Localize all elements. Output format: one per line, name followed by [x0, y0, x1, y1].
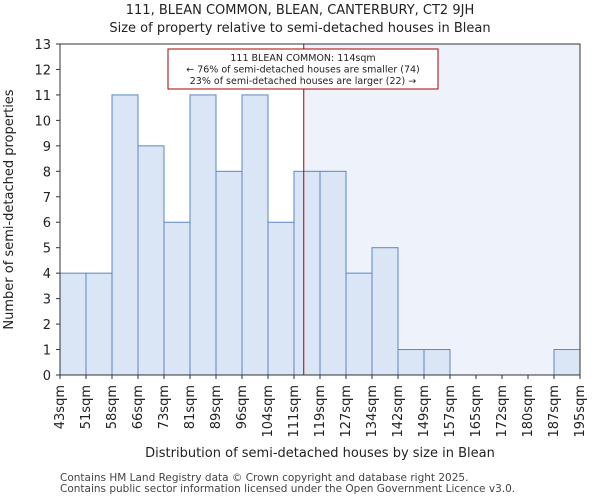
x-tick-label: 104sqm [261, 385, 276, 438]
x-tick-label: 89sqm [209, 385, 224, 429]
x-tick-label: 195sqm [573, 385, 588, 438]
y-tick-label: 1 [43, 344, 51, 359]
bar-149sqm [423, 349, 451, 376]
x-tick-label: 73sqm [157, 385, 172, 429]
x-tick-label: 81sqm [183, 385, 198, 429]
bar-81sqm [189, 94, 217, 376]
bar-127sqm [345, 272, 373, 376]
y-tick-label: 5 [43, 242, 51, 257]
y-axis-label: Number of semi-detached properties [2, 89, 17, 329]
annotation-line: 23% of semi-detached houses are larger (… [190, 76, 417, 87]
annotation-line: ← 76% of semi-detached houses are smalle… [186, 65, 420, 76]
y-tick-label: 0 [43, 369, 51, 384]
x-tick-label: 134sqm [365, 385, 380, 438]
y-tick-label: 12 [34, 63, 51, 78]
x-tick-label: 66sqm [131, 385, 146, 429]
bar-134sqm [371, 247, 399, 376]
y-tick-label: 3 [43, 293, 51, 308]
bar-111sqm [293, 170, 321, 376]
x-tick-label: 187sqm [547, 385, 562, 438]
bar-73sqm [163, 221, 191, 376]
x-tick-label: 51sqm [79, 385, 94, 429]
bar-66sqm [137, 145, 165, 376]
x-tick-label: 180sqm [521, 385, 536, 438]
x-tick-label: 157sqm [443, 385, 458, 438]
footer-licence: Contains public sector information licen… [60, 483, 516, 495]
x-tick-label: 172sqm [495, 385, 510, 438]
footer-copyright: Contains HM Land Registry data © Crown c… [60, 472, 469, 484]
y-tick-label: 4 [43, 267, 51, 282]
x-tick-label: 58sqm [105, 385, 120, 429]
bar-58sqm [111, 94, 139, 376]
bar-51sqm [85, 272, 113, 376]
bar-142sqm [397, 349, 425, 376]
annotation-box [167, 48, 439, 90]
x-tick-label: 119sqm [313, 385, 328, 438]
y-tick-label: 8 [43, 165, 51, 180]
y-tick-label: 2 [43, 318, 51, 333]
y-tick-label: 7 [43, 191, 51, 206]
x-tick-label: 149sqm [417, 385, 432, 438]
annotation-line: 111 BLEAN COMMON: 114sqm [230, 53, 375, 64]
bar-187sqm [553, 349, 581, 376]
x-tick-label: 96sqm [235, 385, 250, 429]
chart-subtitle: Size of property relative to semi-detach… [109, 21, 491, 36]
bar-119sqm [319, 170, 347, 376]
bar-89sqm [215, 170, 243, 376]
x-tick-label: 165sqm [469, 385, 484, 438]
x-tick-label: 142sqm [391, 385, 406, 438]
x-tick-label: 127sqm [339, 385, 354, 438]
x-tick-label: 111sqm [287, 385, 302, 438]
y-tick-label: 11 [34, 89, 51, 104]
y-tick-label: 6 [43, 216, 51, 231]
x-axis-label: Distribution of semi-detached houses by … [145, 446, 495, 461]
y-tick-label: 10 [34, 114, 51, 129]
bar-43sqm [59, 272, 87, 376]
x-tick-label: 43sqm [53, 385, 68, 429]
y-tick-label: 13 [34, 38, 51, 53]
bar-96sqm [241, 94, 269, 376]
y-tick-label: 9 [43, 140, 51, 155]
chart-title: 111, BLEAN COMMON, BLEAN, CANTERBURY, CT… [125, 3, 475, 18]
bar-104sqm [267, 221, 295, 376]
